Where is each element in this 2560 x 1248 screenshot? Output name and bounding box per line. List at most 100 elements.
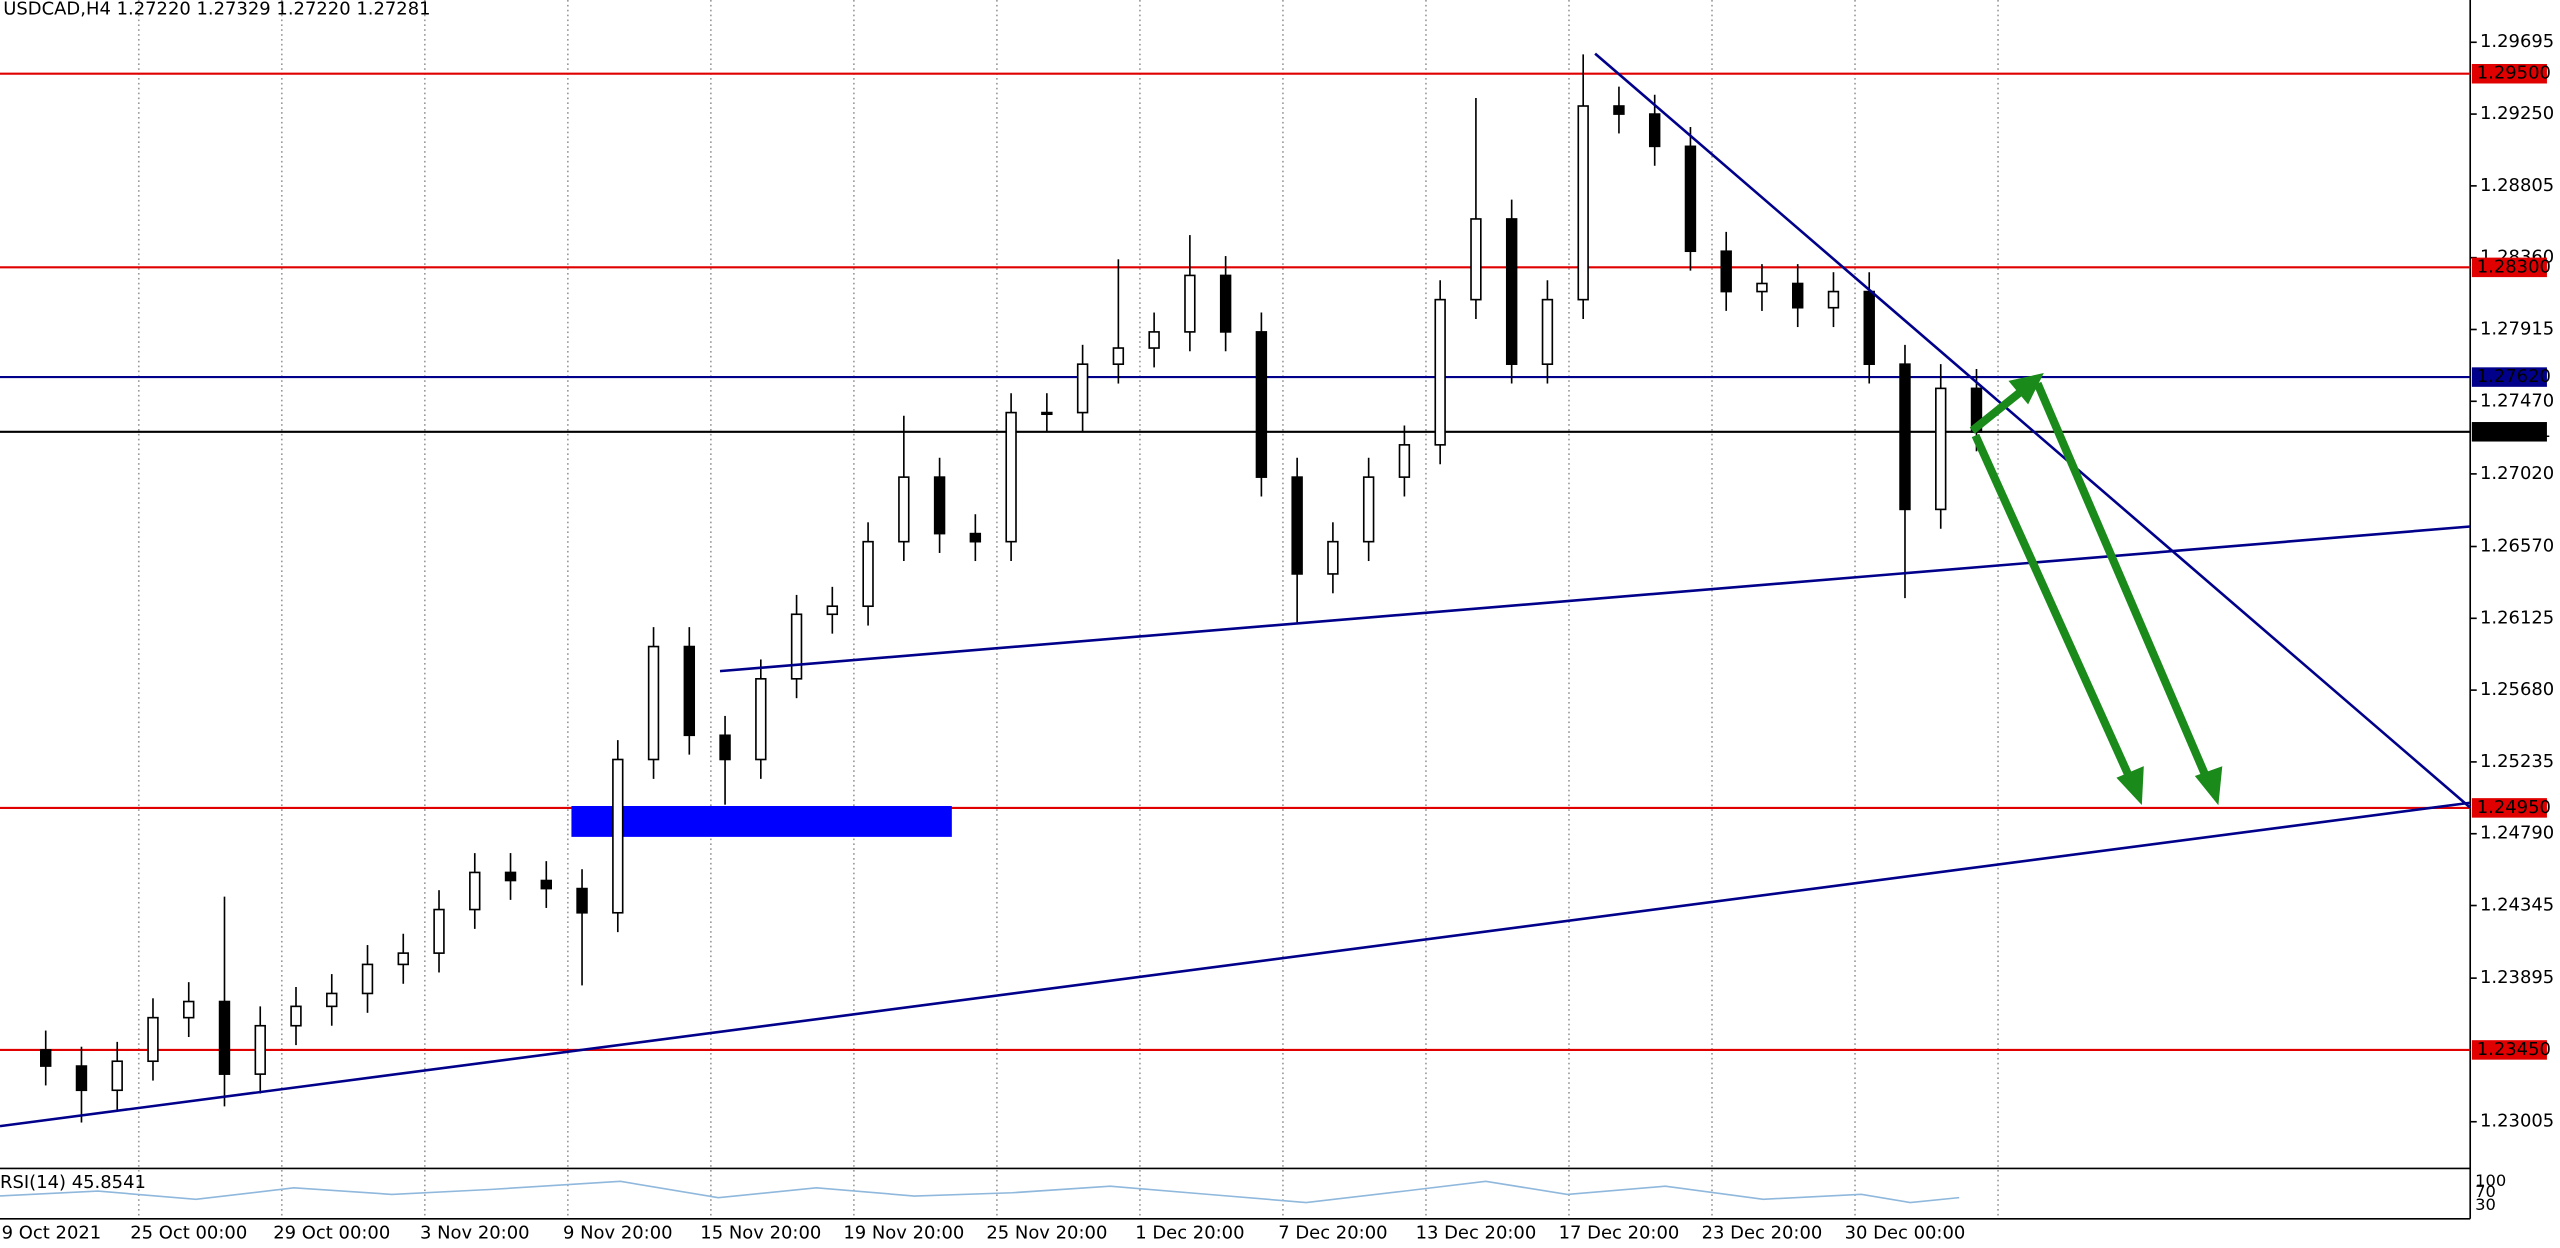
candle-body <box>1756 282 1768 293</box>
candle-body <box>1684 145 1697 253</box>
x-tick-label: 23 Dec 20:00 <box>1702 1222 1823 1243</box>
level-label: 1.29500 <box>2477 63 2551 84</box>
y-tick-label: 1.27020 <box>2480 463 2554 484</box>
candle-body <box>111 1060 123 1092</box>
candle-body <box>183 1000 195 1019</box>
rsi-tick-label: 70 <box>2475 1182 2496 1201</box>
x-tick-label: 25 Oct 00:00 <box>130 1222 247 1243</box>
candle-body <box>1648 113 1661 148</box>
candle-body <box>1827 290 1840 309</box>
level-label: 1.27620 <box>2477 366 2551 387</box>
y-tick-label: 1.23005 <box>2480 1111 2554 1132</box>
candle-body <box>790 613 803 680</box>
candle-body <box>147 1016 159 1063</box>
arrowhead <box>2194 766 2223 806</box>
candle-body <box>326 992 338 1008</box>
candle-body <box>397 952 409 966</box>
candle-body <box>862 540 874 608</box>
candle-body <box>683 645 696 737</box>
candle-body <box>612 758 624 914</box>
candle-body <box>1935 387 1947 511</box>
x-tick-label: 17 Dec 20:00 <box>1559 1222 1680 1243</box>
y-tick-label: 1.24790 <box>2480 823 2554 844</box>
levels <box>0 72 2471 1051</box>
candle-body <box>1112 347 1125 365</box>
trendlines <box>0 52 2472 1128</box>
y-tick-label: 1.26125 <box>2480 607 2554 628</box>
rsi-label: RSI(14) 45.8541 <box>0 1172 146 1193</box>
candle-body <box>1791 282 1804 309</box>
candle-body <box>1470 218 1482 301</box>
candle-body <box>1041 411 1053 416</box>
level-label: 1.24950 <box>2477 797 2551 818</box>
candle-body <box>433 908 445 954</box>
candle-body <box>719 734 731 761</box>
trendline <box>719 525 2471 673</box>
candle-body <box>290 1005 302 1027</box>
trendline <box>0 801 2471 1128</box>
arrows <box>1969 373 2223 806</box>
y-tick-label: 1.25235 <box>2480 751 2554 772</box>
candle-body <box>361 963 374 995</box>
arrowhead <box>2008 373 2044 405</box>
candle-body <box>1434 298 1446 446</box>
candle-body <box>1362 476 1375 543</box>
level-label: 1.27281 <box>2477 421 2551 442</box>
candle-body <box>1255 331 1268 478</box>
candle-body <box>469 871 481 911</box>
arrow <box>2033 381 2212 782</box>
candle-body <box>40 1049 52 1067</box>
arrow <box>1971 433 2135 782</box>
y-tick-label: 1.24345 <box>2480 895 2554 916</box>
candle-body <box>1899 363 1911 511</box>
x-tick-label: 25 Nov 20:00 <box>986 1222 1107 1243</box>
candle-body <box>75 1065 88 1092</box>
y-tick-label: 1.29250 <box>2480 103 2554 124</box>
x-tick-label: 19 Oct 2021 <box>0 1222 101 1243</box>
candle-body <box>1541 298 1554 365</box>
candle-body <box>1720 250 1732 293</box>
rsi-tick-label: 30 <box>2475 1195 2496 1214</box>
candles <box>40 54 1983 1123</box>
candle-body <box>826 605 839 616</box>
level-label-box <box>2471 257 2547 278</box>
candle-body <box>1005 411 1017 543</box>
candle-body <box>576 887 588 914</box>
candle-body <box>755 678 767 761</box>
candle-body <box>218 1000 231 1075</box>
axis-labels: 1.296951.292501.288051.283601.279151.274… <box>0 31 2554 1243</box>
x-tick-label: 30 Dec 00:00 <box>1845 1222 1966 1243</box>
candle-body <box>1327 540 1339 575</box>
zone-rectangle <box>571 806 952 837</box>
level-label-box <box>2471 367 2547 387</box>
candle-body <box>254 1024 266 1075</box>
x-tick-label: 1 Dec 20:00 <box>1135 1222 1244 1243</box>
y-tick-label: 1.23895 <box>2480 967 2554 988</box>
level-label: 1.23450 <box>2477 1039 2551 1060</box>
x-tick-label: 7 Dec 20:00 <box>1278 1222 1387 1243</box>
candle-body <box>504 871 517 882</box>
y-tick-label: 1.29695 <box>2480 31 2554 52</box>
y-tick-label: 1.28805 <box>2480 175 2554 196</box>
y-tick-label: 1.27915 <box>2480 319 2554 340</box>
level-label-box <box>2471 798 2547 818</box>
level-label-box <box>2471 1040 2547 1060</box>
candle-body <box>898 476 910 543</box>
rsi-tick-label: 100 <box>2475 1171 2506 1190</box>
x-tick-label: 13 Dec 20:00 <box>1416 1222 1537 1243</box>
arrowhead <box>2116 766 2144 806</box>
candle-body <box>1398 444 1411 478</box>
candle-body <box>1863 290 1875 365</box>
x-tick-label: 9 Nov 20:00 <box>563 1222 673 1243</box>
candle-body <box>1505 218 1518 365</box>
y-tick-label: 1.27470 <box>2480 390 2554 411</box>
y-tick-label: 1.26570 <box>2480 536 2554 557</box>
candle-body <box>647 645 660 761</box>
candle-body <box>969 532 982 543</box>
x-tick-label: 3 Nov 20:00 <box>420 1222 530 1243</box>
candle-body <box>540 879 553 890</box>
y-tick-label: 1.25680 <box>2480 679 2554 700</box>
rsi-line <box>0 1180 1960 1204</box>
